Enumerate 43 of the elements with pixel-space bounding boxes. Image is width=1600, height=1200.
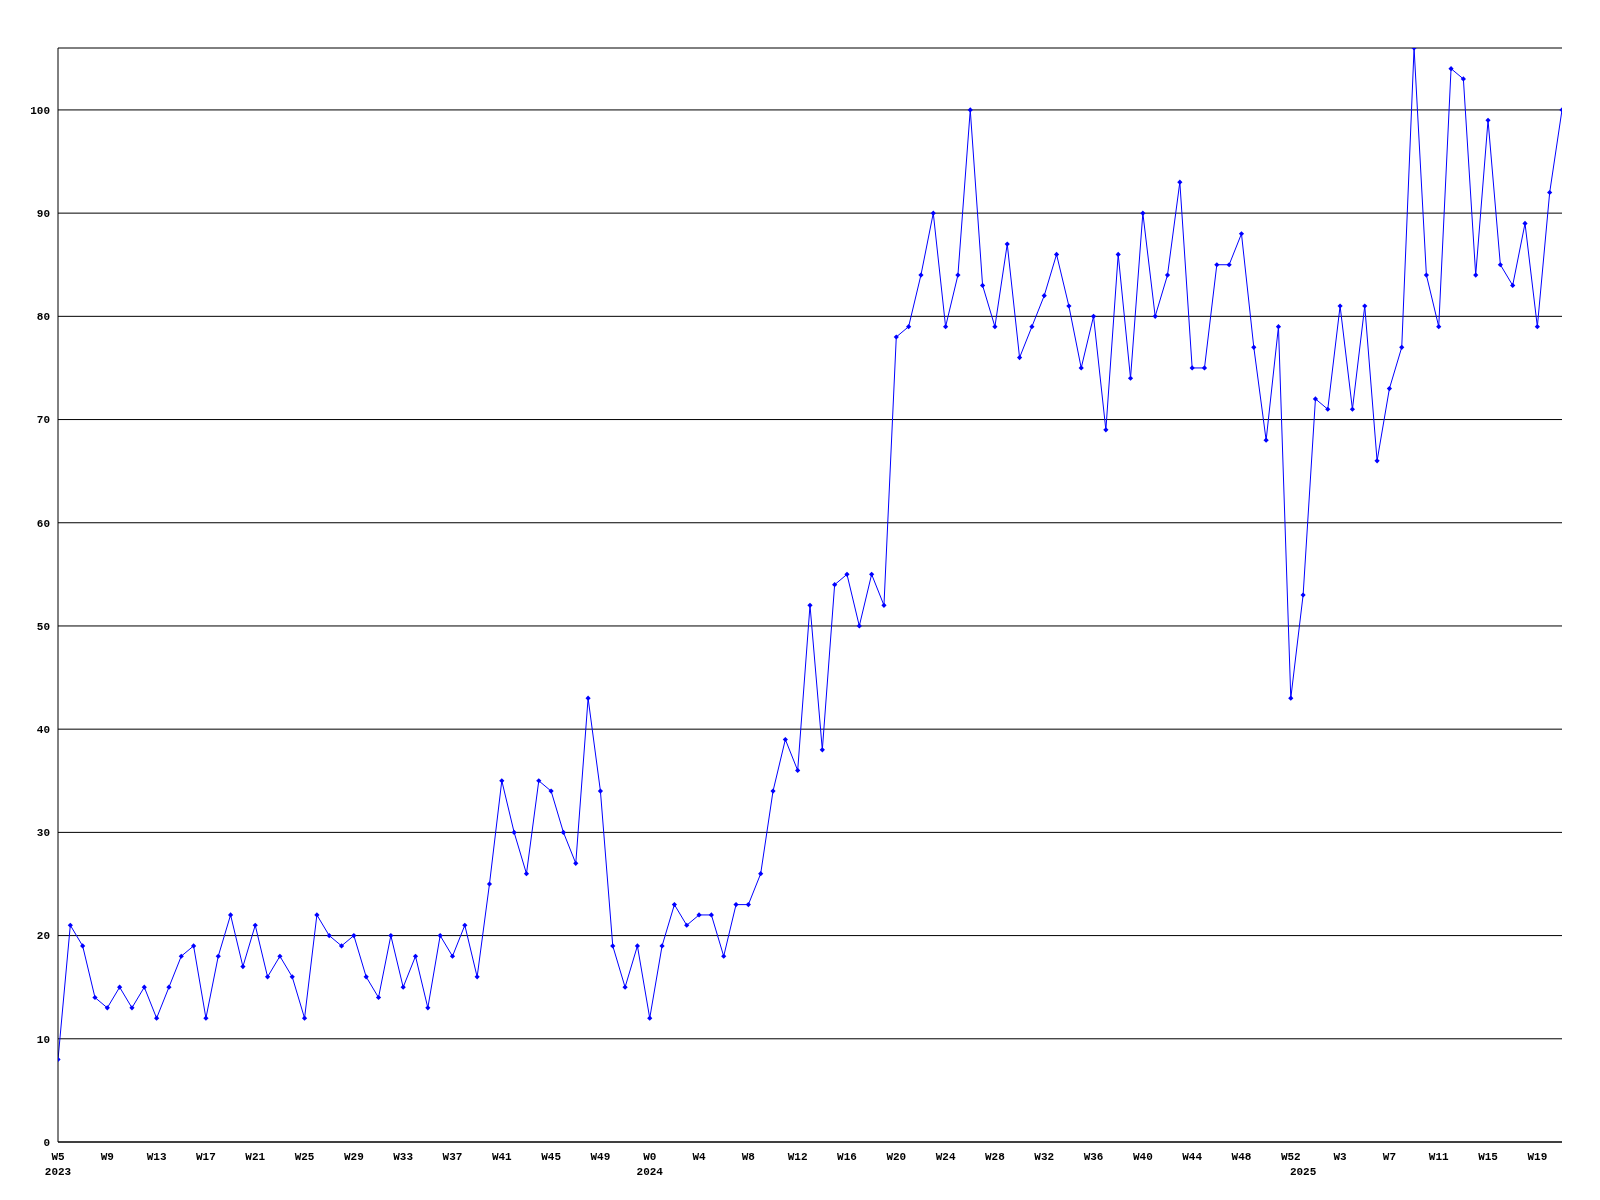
y-tick-label: 30: [36, 827, 50, 840]
x-tick-label: W40: [1132, 1151, 1153, 1163]
x-tick-label: W0 2024: [636, 1151, 664, 1178]
x-tick-label: W8: [741, 1151, 756, 1163]
x-tick-label: W19: [1527, 1151, 1548, 1163]
x-tick-label: W5 2023: [44, 1151, 72, 1178]
y-tick-label: 0: [43, 1136, 50, 1149]
x-tick-label: W32: [1034, 1151, 1055, 1163]
x-tick-label: W33: [393, 1151, 414, 1163]
x-tick-label: W48: [1231, 1151, 1252, 1163]
x-tick-label: W7: [1382, 1151, 1397, 1163]
y-tick-label: 100: [30, 104, 50, 117]
x-tick-label: W3: [1333, 1151, 1348, 1163]
y-tick-label: 80: [36, 311, 50, 324]
x-tick-label: W28: [985, 1151, 1006, 1163]
y-tick-label: 20: [36, 930, 50, 943]
x-tick-label: W44: [1182, 1151, 1203, 1163]
x-tick-label: W15: [1478, 1151, 1499, 1163]
x-tick-label: W36: [1083, 1151, 1104, 1163]
x-tick-label: W16: [837, 1151, 857, 1163]
x-tick-label: W17: [196, 1151, 216, 1163]
x-tick-label: 2025: [1289, 1166, 1317, 1178]
x-tick-label: W41: [491, 1151, 513, 1163]
y-tick-label: 50: [36, 620, 50, 633]
y-tick-label: 40: [36, 724, 50, 737]
y-tick-label: 10: [36, 1033, 50, 1046]
x-tick-label: W52: [1280, 1151, 1301, 1163]
x-tick-label: W4: [692, 1151, 707, 1163]
x-tick-label: W25: [294, 1151, 315, 1163]
x-tick-label: W20: [886, 1151, 907, 1163]
x-tick-label: W29: [343, 1151, 364, 1163]
x-tick-label: W12: [787, 1151, 808, 1163]
y-tick-label: 70: [36, 414, 50, 427]
y-tick-label: 60: [36, 517, 50, 530]
x-tick-label: W37: [442, 1151, 463, 1163]
x-tick-label: W9: [100, 1151, 114, 1163]
y-tick-label: 90: [36, 208, 50, 221]
x-tick-label: W21: [245, 1151, 266, 1163]
x-tick-label: W11: [1428, 1151, 1450, 1163]
x-tick-label: W49: [590, 1151, 611, 1163]
x-tick-label: W24: [935, 1151, 956, 1163]
x-tick-label: W13: [146, 1151, 167, 1163]
x-tick-label: W45: [541, 1151, 562, 1163]
